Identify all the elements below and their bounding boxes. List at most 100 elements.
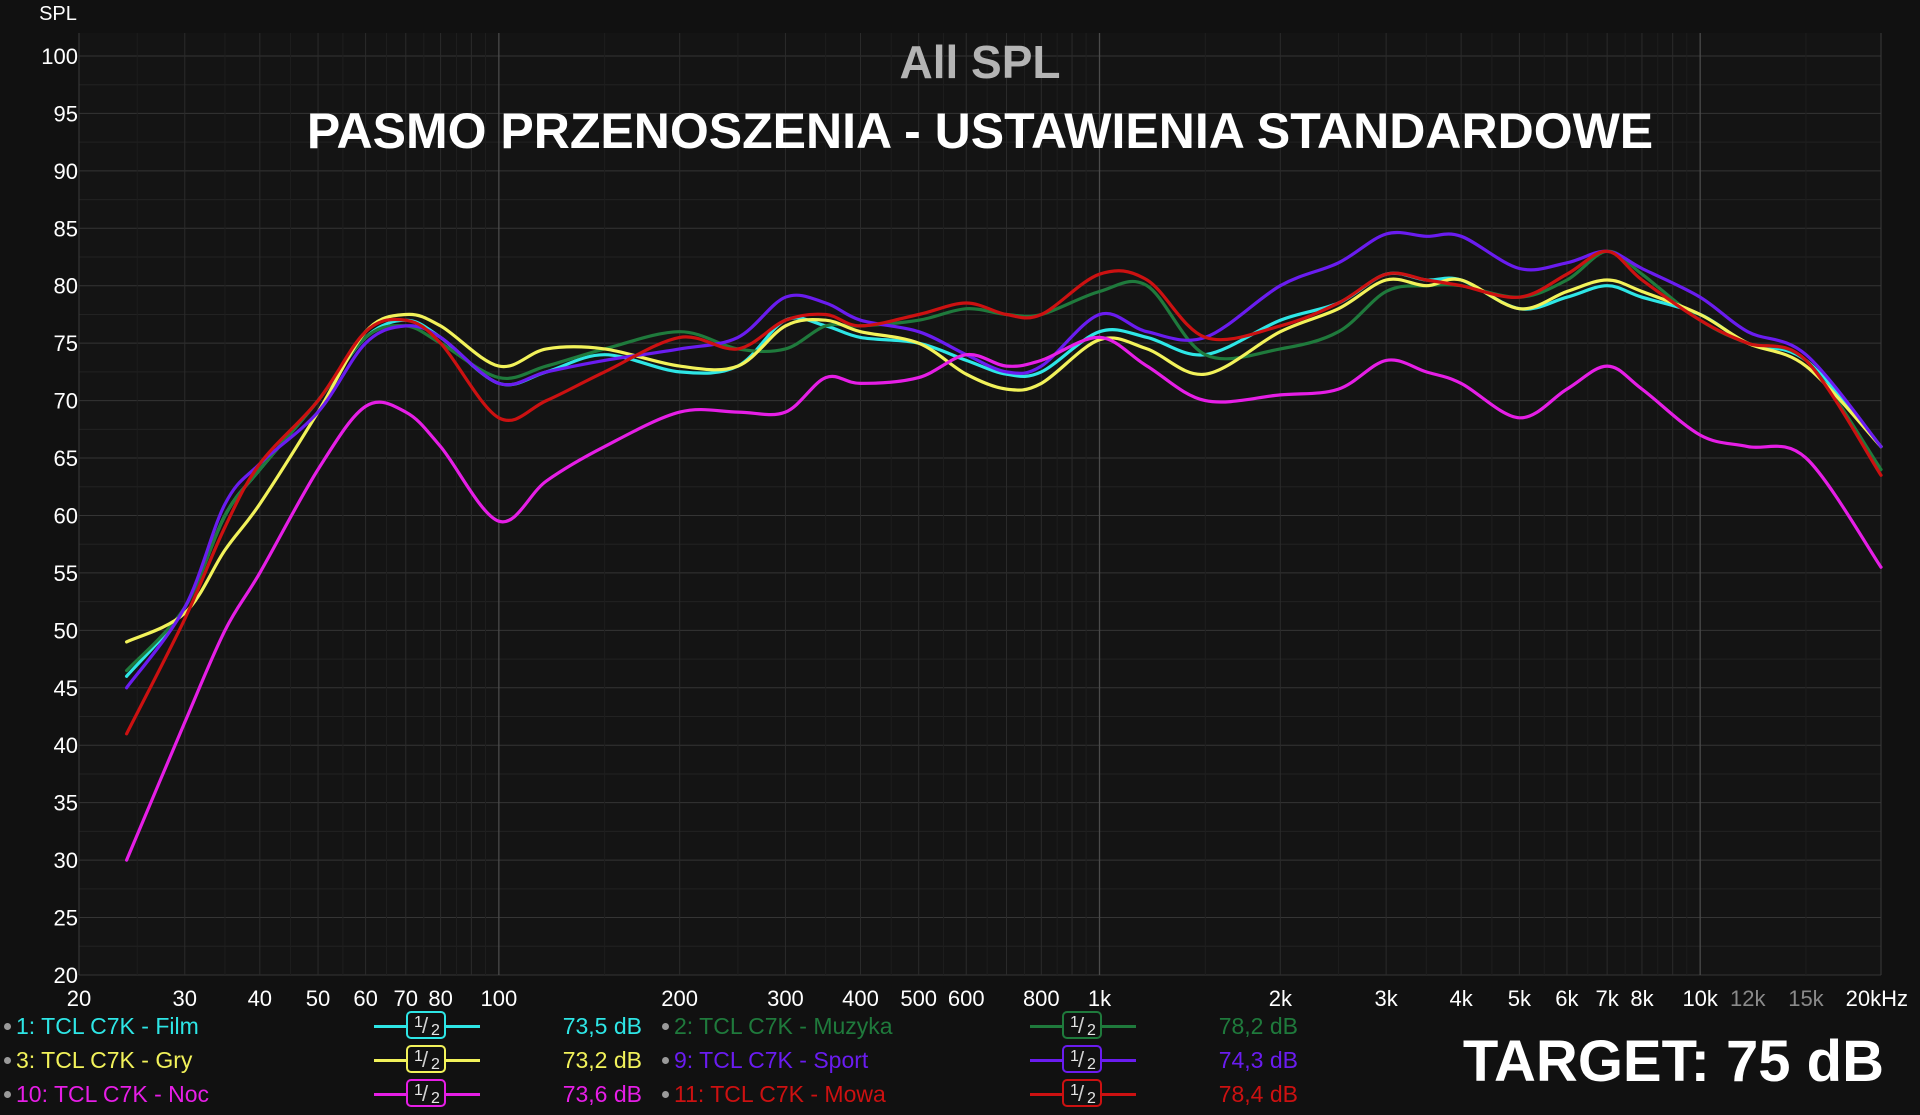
x-tick-label: 20	[67, 986, 91, 1011]
y-tick-label: 45	[54, 676, 78, 701]
x-tick-label: 3k	[1374, 986, 1398, 1011]
smoothing-slash: /	[422, 1047, 429, 1072]
legend-item[interactable]: 2: TCL C7K - Muzyka	[662, 1010, 893, 1042]
legend: 1: TCL C7K - Film 1 / 2 73,5 dB 2: TCL C…	[0, 1010, 1920, 1115]
y-tick-label: 60	[54, 503, 78, 528]
x-tick-label: 200	[661, 986, 698, 1011]
x-tick-label: 300	[767, 986, 804, 1011]
smoothing-denominator: 2	[1087, 1022, 1096, 1039]
legend-item[interactable]: 3: TCL C7K - Gry	[4, 1044, 192, 1076]
legend-series-name: 9: TCL C7K - Sport	[674, 1046, 869, 1073]
y-tick-label: 40	[54, 733, 78, 758]
legend-dot	[4, 1022, 11, 1030]
x-tick-label: 80	[428, 986, 452, 1011]
legend-item[interactable]: 9: TCL C7K - Sport	[662, 1044, 868, 1076]
smoothing-numerator: 1	[1070, 1048, 1079, 1065]
smoothing-slash: /	[1078, 1081, 1085, 1106]
x-tick-label: 2k	[1269, 986, 1293, 1011]
legend-average-value: 74,3 dB	[1218, 1047, 1298, 1073]
legend-dot	[4, 1090, 11, 1098]
smoothing-slash: /	[422, 1081, 429, 1106]
series-line-4	[125, 230, 1883, 690]
legend-series-name: 1: TCL C7K - Film	[16, 1012, 199, 1039]
x-tick-label: 6k	[1555, 986, 1579, 1011]
x-tick-label: 8k	[1630, 986, 1654, 1011]
x-tick-label: 800	[1023, 986, 1060, 1011]
x-tick-label: 12k	[1730, 986, 1766, 1011]
x-tick-label: 50	[306, 986, 330, 1011]
x-tick-label: 15k	[1788, 986, 1824, 1011]
smoothing-denominator: 2	[1087, 1090, 1096, 1107]
y-tick-label: 90	[54, 159, 78, 184]
y-tick-label: 70	[54, 389, 78, 414]
x-tick-labels: 20 30 40 50 60 70 80 100 200 300 400 500 600 800 1k 2k 3…	[67, 986, 1908, 1011]
legend-dot	[662, 1022, 669, 1030]
target-label: TARGET: 75 dB	[1462, 1029, 1884, 1094]
chart-subtitle: PASMO PRZENOSZENIA - USTAWIENIA STANDARD…	[307, 103, 1653, 159]
y-tick-label: 85	[54, 216, 78, 241]
series-line-5	[125, 335, 1883, 862]
x-tick-label: 5k	[1508, 986, 1532, 1011]
smoothing-slash: /	[422, 1013, 429, 1038]
legend-series-name: 2: TCL C7K - Muzyka	[674, 1012, 893, 1039]
y-tick-label: 20	[54, 963, 78, 988]
y-tick-label: 30	[54, 848, 78, 873]
smoothing-numerator: 1	[414, 1014, 423, 1031]
smoothing-indicator[interactable]: 1 / 2	[374, 1044, 480, 1076]
y-tick-label: 80	[54, 274, 78, 299]
x-tick-label: 20kHz	[1846, 986, 1908, 1011]
series-line-6	[125, 249, 1883, 736]
legend-dot	[662, 1090, 669, 1098]
smoothing-denominator: 2	[431, 1056, 440, 1073]
x-tick-label: 40	[248, 986, 272, 1011]
smoothing-numerator: 1	[414, 1082, 423, 1099]
smoothing-indicator[interactable]: 1 / 2	[374, 1010, 480, 1042]
x-tick-label: 30	[173, 986, 197, 1011]
x-tick-label: 10k	[1682, 986, 1718, 1011]
x-tick-label: 70	[394, 986, 418, 1011]
y-tick-label: 75	[54, 331, 78, 356]
smoothing-indicator[interactable]: 1 / 2	[1030, 1044, 1136, 1076]
smoothing-indicator[interactable]: 1 / 2	[374, 1078, 480, 1110]
y-tick-label: 95	[54, 101, 78, 126]
y-axis-label: SPL	[39, 3, 77, 25]
legend-average-value: 73,6 dB	[562, 1081, 642, 1107]
x-tick-label: 4k	[1450, 986, 1474, 1011]
x-tick-label: 400	[842, 986, 879, 1011]
legend-item[interactable]: 10: TCL C7K - Noc	[4, 1078, 209, 1110]
legend-average-value: 73,2 dB	[562, 1047, 642, 1073]
x-tick-label: 7k	[1596, 986, 1620, 1011]
series-line-3	[125, 277, 1883, 644]
y-tick-label: 35	[54, 791, 78, 816]
smoothing-numerator: 1	[1070, 1082, 1079, 1099]
legend-average-value: 78,2 dB	[1218, 1013, 1298, 1039]
smoothing-denominator: 2	[431, 1090, 440, 1107]
y-tick-label: 25	[54, 906, 78, 931]
series-lines	[125, 230, 1883, 862]
smoothing-slash: /	[1078, 1013, 1085, 1038]
y-tick-label: 55	[54, 561, 78, 586]
smoothing-indicator[interactable]: 1 / 2	[1030, 1078, 1136, 1110]
smoothing-numerator: 1	[1070, 1014, 1079, 1031]
smoothing-numerator: 1	[414, 1048, 423, 1065]
legend-series-name: 11: TCL C7K - Mowa	[674, 1080, 886, 1107]
legend-item[interactable]: 11: TCL C7K - Mowa	[662, 1078, 886, 1110]
smoothing-slash: /	[1078, 1047, 1085, 1072]
legend-average-value: 73,5 dB	[562, 1013, 642, 1039]
grid	[78, 33, 1882, 976]
x-tick-label: 1k	[1088, 986, 1112, 1011]
y-tick-label: 100	[41, 44, 78, 69]
x-tick-label: 500	[900, 986, 937, 1011]
y-tick-label: 50	[54, 618, 78, 643]
chart-title: All SPL	[899, 36, 1060, 88]
legend-dot	[4, 1056, 11, 1064]
smoothing-denominator: 2	[1087, 1056, 1096, 1073]
x-tick-label: 600	[948, 986, 985, 1011]
y-tick-labels: 100 95 90 85 80 75 70 65 60 55 50 45 40 35 30 25 20	[41, 44, 78, 988]
legend-item[interactable]: 1: TCL C7K - Film	[4, 1010, 199, 1042]
legend-average-value: 78,4 dB	[1218, 1081, 1298, 1107]
smoothing-indicator[interactable]: 1 / 2	[1030, 1010, 1136, 1042]
plot-background	[79, 33, 1881, 975]
x-tick-label: 100	[480, 986, 517, 1011]
